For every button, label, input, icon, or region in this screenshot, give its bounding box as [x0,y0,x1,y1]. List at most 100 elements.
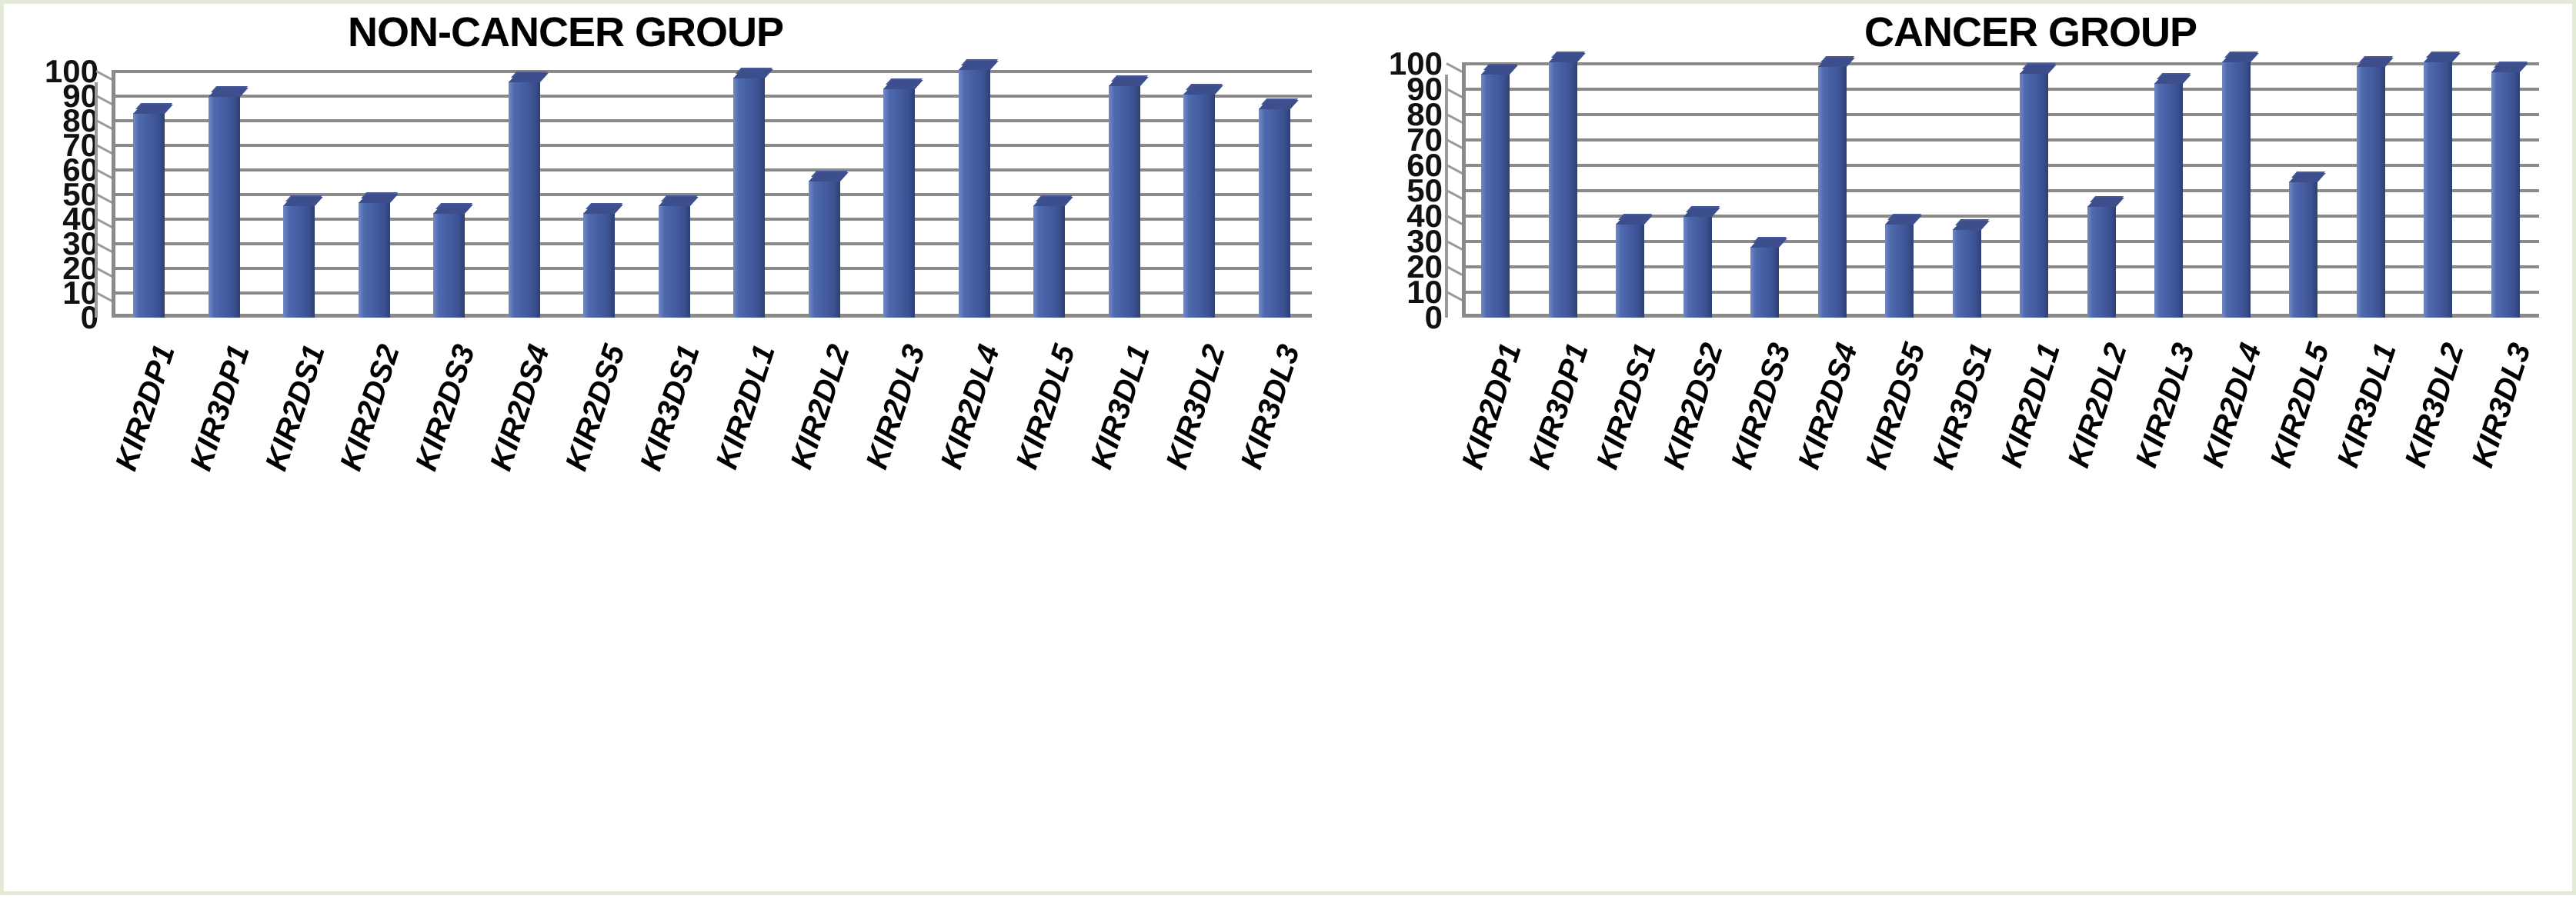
x-label-slot: KIR2DS5 [559,336,637,567]
x-tick-label: KIR2DP1 [1455,339,1528,474]
y-tick-label: 80 [1406,96,1443,132]
x-tick-label: KIR2DP1 [108,341,182,475]
x-label-slot: KIR3DL1 [1085,336,1163,567]
bar-slot [1162,72,1237,318]
x-label-slot: KIR2DS1 [259,336,337,567]
x-tick-label: KIR2DS1 [259,341,332,475]
x-label-slot: KIR3DP1 [184,336,262,567]
x-label-slot: KIR2DS1 [1590,335,1664,565]
bar-slot [862,72,937,318]
bar [958,58,999,318]
bar-top-face [958,60,999,70]
bar-slot [2068,64,2136,318]
y-tick-label: 70 [1406,122,1443,158]
gridline [1462,265,2539,268]
x-tick-label: KIR2DL1 [1994,339,2067,472]
x-label-slot: KIR3DP1 [1523,335,1597,565]
bar-top-face [2289,173,2326,183]
x-tick-label: KIR2DS2 [1657,339,1730,474]
x-tick-label: KIR2DL4 [2196,339,2269,472]
bar-slot [412,72,487,318]
x-tick-label: KIR2DS1 [1590,339,1663,474]
y-tick-label: 10 [62,275,98,311]
gridline [1462,240,2539,243]
x-tick-label: KIR2DL1 [709,341,782,474]
x-label-slot: KIR2DL5 [1009,336,1087,567]
bar-slot [187,72,262,318]
bar [1885,213,1922,318]
bar-slot [1530,51,1597,318]
x-label-slot: KIR3DS1 [634,336,712,567]
bar [2491,61,2528,318]
bar-top-face [583,205,624,214]
x-label-slot: KIR3DS1 [1927,335,2001,565]
y-tick-label: 30 [62,225,98,261]
gridlines-left [95,70,1312,318]
bar [1481,64,1518,318]
y-tick-label: 100 [44,53,98,89]
bar-top-face [433,205,474,214]
gridline [1462,291,2539,294]
bar [208,86,249,318]
bar-top-face [508,72,549,82]
gridline [1462,164,2539,167]
plot-area-right [1445,51,2539,318]
bar-slot [2337,56,2405,318]
gridline [112,291,1312,295]
x-axis-labels-right: KIR2DP1 KIR3DP1 KIR2DS1 KIR2DS2 KIR2DS3 KIR2D… [1456,335,2539,565]
x-tick-label: KIR2DL2 [2061,339,2134,472]
x-label-slot: KIR3DL2 [2398,335,2472,565]
x-tick-label: KIR2DS4 [484,341,557,475]
bar [508,71,549,318]
gridline [1462,189,2539,192]
y-tick-label: 90 [1406,71,1443,107]
bar-top-face [1481,65,1518,75]
bar-top-face [208,88,249,97]
bar [1108,75,1149,318]
bar [1817,56,1855,318]
bar [2424,51,2461,318]
bar-slot [112,72,187,318]
bar-series-right [1462,51,2539,318]
bar-slot [487,71,562,318]
y-tick-label: 0 [1424,299,1443,335]
y-tick-label: 20 [1406,248,1443,285]
gridline [112,218,1312,221]
plot-area-left [95,58,1313,318]
x-label-slot: KIR2DL2 [2062,335,2136,565]
bar-slot [1866,64,1934,318]
x-label-slot: KIR3DL3 [1235,336,1313,567]
x-label-slot: KIR2DS2 [1657,335,1732,565]
bar-slot [1462,64,1530,318]
bar [433,203,474,318]
y-tick-label: 0 [80,299,98,335]
x-axis-labels-left: KIR2DP1 KIR3DP1 KIR2DS1 KIR2DS2 KIR2DS3 KIR2D… [108,336,1313,567]
gridline [112,144,1312,147]
gridline [112,70,1312,73]
chart-title-non-cancer: NON-CANCER GROUP [347,9,784,55]
bar [733,68,774,318]
gridline [1462,88,2539,91]
x-label-slot: KIR2DP1 [1456,335,1530,565]
bar-top-face [733,69,774,78]
x-tick-label: KIR3DS1 [1927,339,2000,474]
x-label-slot: KIR3DL1 [2331,335,2405,565]
bar-top-face [1885,215,1922,225]
y-tick-label: 10 [1406,274,1443,310]
bar-slot [712,68,787,318]
bar-slot [2404,51,2472,318]
y-tick-label: 50 [1406,172,1443,208]
bar-slot [1237,72,1313,318]
x-tick-label: KIR2DS5 [559,341,632,475]
y-tick-label: 90 [62,78,98,114]
bar [358,191,399,318]
bar [2087,195,2124,318]
x-tick-label: KIR3DL3 [2465,339,2538,472]
x-label-slot: KIR2DL5 [2264,335,2337,565]
gridline [112,193,1312,196]
x-label-slot: KIR2DL1 [709,336,787,567]
bar-top-face [808,172,849,182]
x-label-slot: KIR2DL4 [935,336,1013,567]
bar [1258,98,1299,318]
axis-3d-edges-right [1446,62,1463,318]
